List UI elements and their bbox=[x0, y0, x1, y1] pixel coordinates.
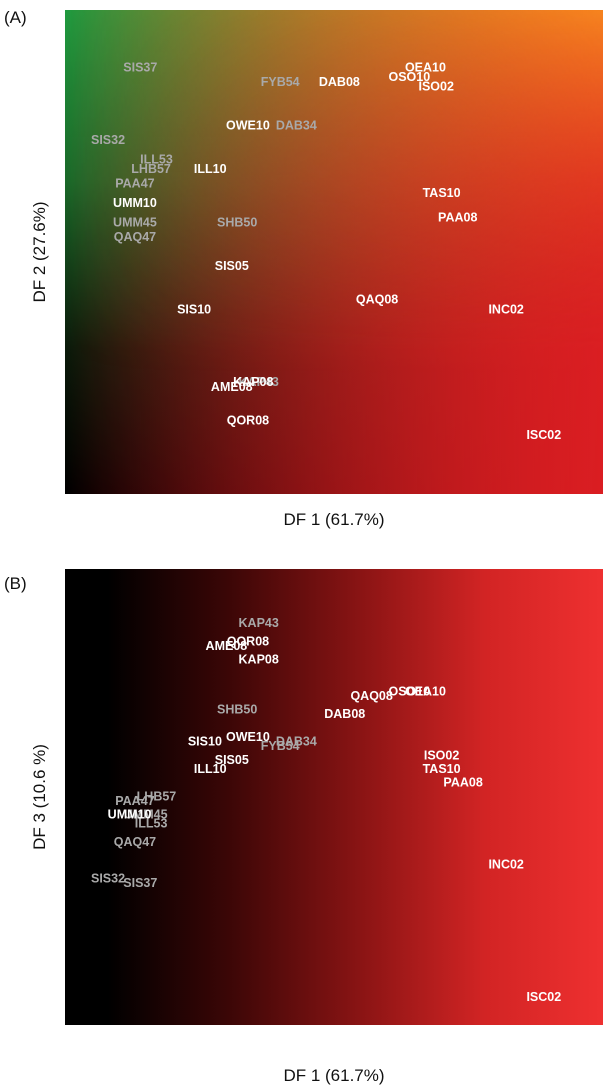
point-label-inc02: INC02 bbox=[488, 302, 523, 316]
panel-a-label: (A) bbox=[4, 8, 27, 27]
point-label-inc02: INC02 bbox=[488, 858, 523, 872]
point-label-qaq08: QAQ08 bbox=[350, 689, 392, 703]
point-label-tas10: TAS10 bbox=[423, 762, 461, 776]
point-label-kap43: KAP43 bbox=[239, 616, 279, 630]
point-label-qaq47: QAQ47 bbox=[114, 835, 156, 849]
point-label-sis37: SIS37 bbox=[123, 876, 157, 890]
point-label-owe10: OWE10 bbox=[226, 730, 270, 744]
scatter-plot-b: KAP43 QOR08 AME08 KAP08 OSO10 OEA10 QAQ08 SHB50… bbox=[65, 569, 603, 1025]
y-axis-label-a: DF 2 (27.6%) bbox=[30, 201, 49, 303]
point-label-dab08: DAB08 bbox=[324, 707, 365, 721]
point-label-ill10: ILL10 bbox=[194, 162, 227, 176]
point-label-ill53: ILL53 bbox=[135, 817, 168, 831]
point-label-shb50: SHB50 bbox=[217, 215, 257, 229]
point-label-paa08: PAA08 bbox=[438, 210, 477, 224]
point-label-kap08: KAP08 bbox=[239, 652, 279, 666]
point-label-qor08: QOR08 bbox=[227, 634, 269, 648]
point-label-paa47: PAA47 bbox=[115, 177, 154, 191]
point-label-qaq08: QAQ08 bbox=[356, 293, 398, 307]
point-label-isc02: ISC02 bbox=[526, 428, 561, 442]
point-label-umm45: UMM45 bbox=[124, 808, 168, 822]
point-label-dab34: DAB34 bbox=[276, 735, 317, 749]
point-label-ame08: AME08 bbox=[206, 639, 248, 653]
point-label-dab08: DAB08 bbox=[319, 75, 360, 89]
point-label-ill53: ILL53 bbox=[140, 152, 173, 166]
x-axis-label-a: DF 1 (61.7%) bbox=[283, 510, 385, 529]
point-label-lhb57: LHB57 bbox=[137, 789, 177, 803]
x-axis-label-b: DF 1 (61.7%) bbox=[283, 1066, 385, 1085]
panel-b-label: (B) bbox=[4, 574, 27, 593]
point-label-iso02: ISO02 bbox=[419, 80, 454, 94]
point-label-oso10: OSO10 bbox=[388, 70, 430, 84]
point-label-umm10: UMM10 bbox=[108, 808, 152, 822]
y-axis-label-b: DF 3 (10.6 %) bbox=[30, 744, 49, 850]
point-label-fyb54: FYB54 bbox=[261, 739, 300, 753]
point-label-sis32: SIS32 bbox=[91, 133, 125, 147]
point-label-kap43: KAP43 bbox=[239, 375, 279, 389]
point-label-oea10: OEA10 bbox=[405, 60, 446, 74]
point-label-oso10: OSO10 bbox=[388, 684, 430, 698]
point-label-isc02: ISC02 bbox=[526, 990, 561, 1004]
point-label-paa47: PAA47 bbox=[115, 794, 154, 808]
point-label-iso02: ISO02 bbox=[424, 748, 459, 762]
point-label-qor08: QOR08 bbox=[227, 414, 269, 428]
point-label-sis05: SIS05 bbox=[215, 753, 249, 767]
point-label-paa08: PAA08 bbox=[443, 776, 482, 790]
point-label-oea10: OEA10 bbox=[405, 684, 446, 698]
point-label-fyb54: FYB54 bbox=[261, 75, 300, 89]
point-label-sis10: SIS10 bbox=[188, 735, 222, 749]
point-label-ame08: AME08 bbox=[211, 380, 253, 394]
point-label-umm10: UMM10 bbox=[113, 196, 157, 210]
point-label-tas10: TAS10 bbox=[423, 186, 461, 200]
point-label-kap08: KAP08 bbox=[233, 375, 273, 389]
point-label-ill10: ILL10 bbox=[194, 762, 227, 776]
point-label-sis37: SIS37 bbox=[123, 60, 157, 74]
point-label-shb50: SHB50 bbox=[217, 703, 257, 717]
point-label-qaq47: QAQ47 bbox=[114, 230, 156, 244]
scatter-plot-a: SIS37 FYB54 DAB08 OEA10 OSO10 ISO02 OWE10 DAB34… bbox=[65, 10, 603, 494]
point-label-dab34: DAB34 bbox=[276, 118, 317, 132]
point-label-umm45: UMM45 bbox=[113, 215, 157, 229]
point-label-sis05: SIS05 bbox=[215, 259, 249, 273]
point-label-lhb57: LHB57 bbox=[131, 162, 171, 176]
point-label-sis32: SIS32 bbox=[91, 871, 125, 885]
point-label-owe10: OWE10 bbox=[226, 118, 270, 132]
point-label-sis10: SIS10 bbox=[177, 302, 211, 316]
